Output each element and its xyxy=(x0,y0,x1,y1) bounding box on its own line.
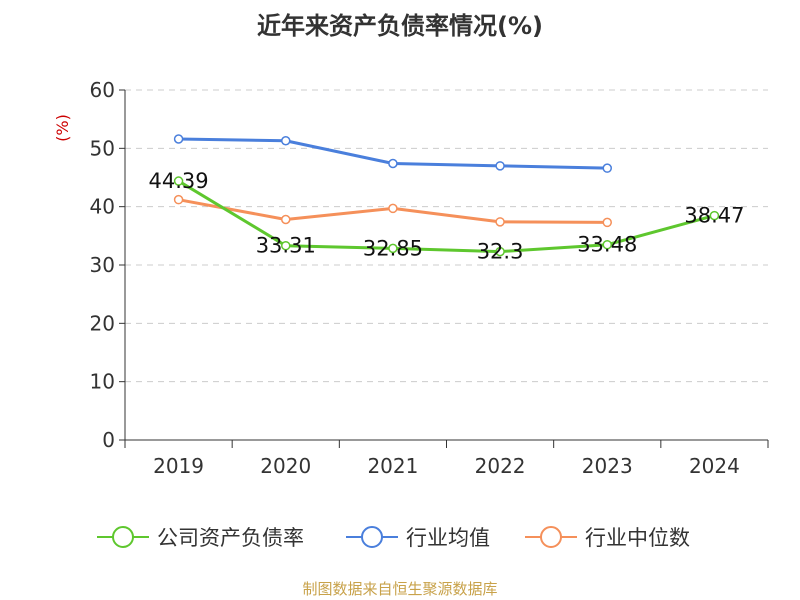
x-tick-label: 2020 xyxy=(260,454,311,478)
data-point xyxy=(388,243,398,254)
chart-title: 近年来资产负债率情况(%) xyxy=(257,12,543,40)
data-point xyxy=(173,134,184,144)
data-point xyxy=(388,203,398,214)
legend-swatch-marker xyxy=(112,526,134,548)
data-point xyxy=(709,210,720,221)
data-point xyxy=(281,136,291,146)
legend-item: 行业均值 xyxy=(346,526,490,550)
series-line xyxy=(177,179,715,254)
source-note: 制图数据来自恒生聚源数据库 xyxy=(302,580,498,598)
y-tick-label: 50 xyxy=(90,136,115,160)
y-tick-label: 60 xyxy=(90,78,115,102)
data-point xyxy=(602,239,612,250)
data-label: 32.3 xyxy=(477,240,524,264)
x-tick-label: 2024 xyxy=(689,454,740,478)
y-tick-label: 40 xyxy=(90,195,115,219)
data-point xyxy=(388,158,398,169)
data-point xyxy=(281,214,291,225)
data-point xyxy=(602,163,612,173)
x-tick-label: 2023 xyxy=(582,454,633,478)
y-axis-label: (%) xyxy=(53,114,72,142)
legend-swatch-marker xyxy=(540,526,562,548)
legend-item: 公司资产负债率 xyxy=(97,526,304,550)
data-point xyxy=(173,194,184,205)
y-tick-label: 30 xyxy=(90,253,115,277)
data-label: 44.39 xyxy=(149,169,209,193)
y-tick-label: 20 xyxy=(90,311,115,335)
data-point xyxy=(602,217,612,228)
y-tick-label: 10 xyxy=(90,370,115,394)
legend-label: 行业均值 xyxy=(406,526,490,550)
x-tick-label: 2019 xyxy=(153,454,204,478)
x-tick-label: 2022 xyxy=(475,454,526,478)
legend-label: 行业中位数 xyxy=(585,526,690,550)
x-tick-label: 2021 xyxy=(367,454,418,478)
series-lines xyxy=(173,134,720,257)
y-tick-label: 0 xyxy=(102,428,115,452)
legend-item: 行业中位数 xyxy=(525,526,690,550)
data-label: 33.48 xyxy=(577,233,637,257)
legend-label: 公司资产负债率 xyxy=(157,526,304,550)
legend-swatch-marker xyxy=(361,526,383,548)
data-labels: 44.39 33.31 32.85 32.3 33.48 38.47 xyxy=(149,169,745,264)
data-point xyxy=(281,240,291,251)
grid-lines xyxy=(125,89,768,383)
data-point xyxy=(495,161,505,171)
axes: 0 10 20 30 40 50 60 2019 2020 2021 2022 2023 2024 (%) xyxy=(53,78,769,478)
data-point xyxy=(495,217,505,227)
data-point xyxy=(173,176,184,186)
data-label: 32.85 xyxy=(363,236,423,260)
data-label: 38.47 xyxy=(684,204,744,228)
data-point xyxy=(495,246,505,257)
legend: 公司资产负债率 行业均值 行业中位数 xyxy=(97,526,690,550)
data-label: 33.31 xyxy=(256,234,316,258)
